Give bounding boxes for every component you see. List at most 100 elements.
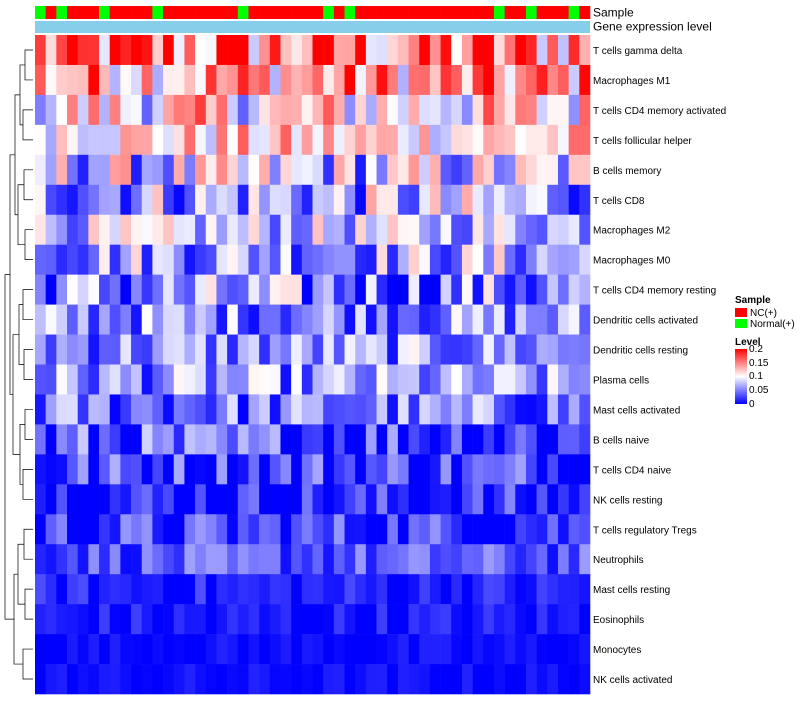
heatmap-cell <box>216 304 228 335</box>
heatmap-cell <box>515 574 527 605</box>
heatmap-cell <box>312 484 324 515</box>
heatmap-cell <box>173 154 185 186</box>
heatmap-cell <box>557 124 569 156</box>
heatmap-cell <box>237 454 249 485</box>
heatmap-cell <box>579 184 591 216</box>
heatmap-cell <box>493 544 505 575</box>
heatmap-cell <box>323 334 335 365</box>
heatmap-cell <box>557 35 569 66</box>
sample-annotation-cell <box>291 6 303 19</box>
heatmap-cell <box>88 544 100 575</box>
sample-annotation-cell <box>152 6 164 19</box>
heatmap-cell <box>579 64 591 96</box>
heatmap-cell <box>227 514 239 545</box>
heatmap-cell <box>397 124 409 156</box>
heatmap-cell <box>152 334 164 365</box>
heatmap-cell <box>461 484 473 515</box>
heatmap-cell <box>547 454 559 485</box>
heatmap-cell <box>67 184 78 216</box>
heatmap-cell <box>387 244 399 275</box>
heatmap-cell <box>568 334 580 365</box>
heatmap-cell <box>131 274 143 305</box>
sample-annotation-cell <box>312 6 324 19</box>
heatmap-cell <box>344 274 356 305</box>
heatmap-cell <box>472 424 484 455</box>
heatmap-cell <box>45 304 57 335</box>
heatmap-cell <box>472 544 484 575</box>
heatmap-cell <box>429 364 441 395</box>
heatmap-cell <box>344 214 356 245</box>
heatmap-cell <box>408 214 420 245</box>
heatmap-cell <box>557 364 569 395</box>
heatmap-cell <box>408 334 420 365</box>
heatmap-cell <box>131 184 143 216</box>
heatmap-cell <box>440 634 452 665</box>
heatmap-cell <box>45 124 57 156</box>
heatmap-cell <box>205 124 217 156</box>
heatmap-cell <box>579 394 591 425</box>
heatmap-cell <box>461 274 473 305</box>
heatmap-cell <box>152 94 164 126</box>
track-label-sample: Sample <box>593 6 634 20</box>
heatmap-cell <box>355 364 367 395</box>
dendrogram-branch <box>19 64 25 126</box>
heatmap-cell <box>301 364 313 395</box>
heatmap-cell <box>483 604 495 635</box>
heatmap-cell <box>440 154 452 186</box>
heatmap-cell <box>227 304 239 335</box>
heatmap-cell <box>397 484 409 515</box>
row-label: T cells follicular helper <box>593 136 692 147</box>
heatmap-cell <box>291 94 303 126</box>
heatmap-cell <box>408 94 420 126</box>
heatmap-cell <box>408 664 420 695</box>
heatmap-cell <box>88 64 100 96</box>
heatmap-cell <box>461 184 473 216</box>
heatmap-cell <box>45 514 57 545</box>
heatmap-cell <box>557 484 569 515</box>
heatmap-cell <box>216 154 228 186</box>
sample-annotation-cell <box>56 6 68 19</box>
heatmap-cell <box>333 424 345 455</box>
heatmap-cell <box>333 184 345 216</box>
heatmap-cell <box>472 574 484 605</box>
heatmap-cell <box>120 454 132 485</box>
heatmap-cell <box>579 664 591 695</box>
heatmap-cell <box>195 454 207 485</box>
heatmap-cell <box>88 574 100 605</box>
heatmap-cell <box>344 244 356 275</box>
heatmap-cell <box>451 244 463 275</box>
row-label: T cells gamma delta <box>593 46 683 57</box>
heatmap-cell <box>109 154 121 186</box>
heatmap-cell <box>440 664 452 695</box>
heatmap-cell <box>227 35 239 66</box>
heatmap-cell <box>152 244 164 275</box>
heatmap-cell <box>67 35 78 66</box>
heatmap-cell <box>312 634 324 665</box>
heatmap-cell <box>141 154 153 186</box>
sample-annotation-cell <box>205 6 217 19</box>
sample-annotation-cell <box>483 6 495 19</box>
sample-annotation-cell <box>536 6 548 19</box>
heatmap-cell <box>323 424 335 455</box>
heatmap-cell <box>536 394 548 425</box>
heatmap-cell <box>195 604 207 635</box>
heatmap-cell <box>397 454 409 485</box>
heatmap-cell <box>365 454 377 485</box>
heatmap-cell <box>184 424 196 455</box>
heatmap-cell <box>99 334 111 365</box>
heatmap-cell <box>397 514 409 545</box>
heatmap-cell <box>99 544 111 575</box>
heatmap-cell <box>568 244 580 275</box>
heatmap-cell <box>483 454 495 485</box>
heatmap-cell <box>355 574 367 605</box>
heatmap-cell <box>195 574 207 605</box>
heatmap-cell <box>227 484 239 515</box>
sample-annotation-cell <box>515 6 527 19</box>
heatmap-cell <box>323 214 335 245</box>
heatmap-cell <box>301 214 313 245</box>
dendrogram-branch <box>23 349 33 380</box>
heatmap-cell <box>493 94 505 126</box>
heatmap-cell <box>205 244 217 275</box>
heatmap-cell <box>515 604 527 635</box>
heatmap-cell <box>248 454 260 485</box>
